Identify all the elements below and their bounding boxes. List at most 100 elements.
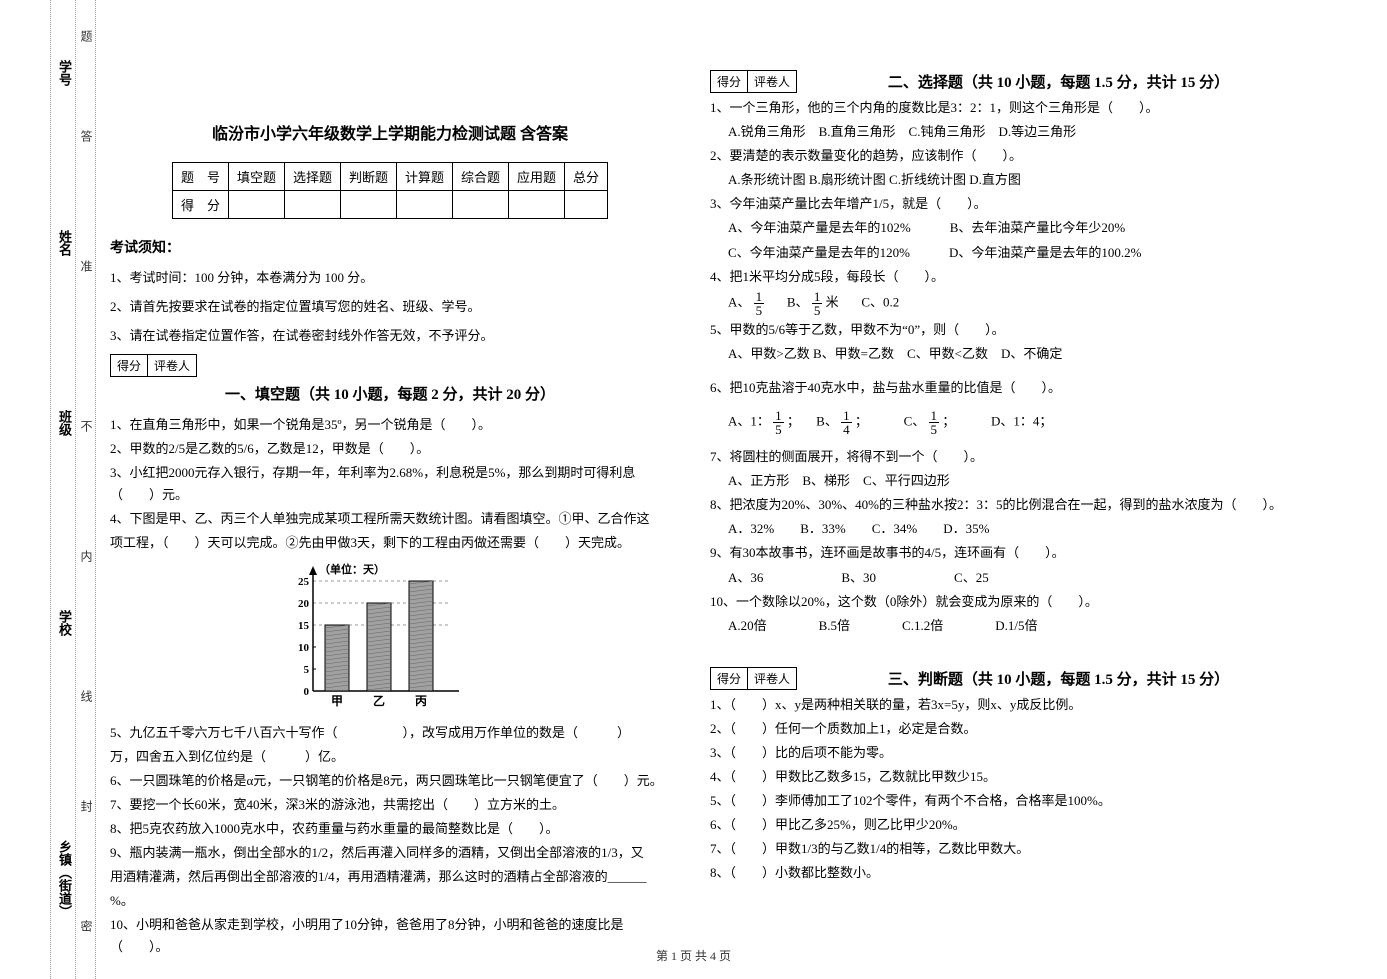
instr-1: 1、考试时间：100 分钟，本卷满分为 100 分。 <box>110 267 670 286</box>
frac-1-5-d: 15 <box>929 409 940 436</box>
s3-q2: 2、（ ）任何一个质数加上1，必定是合数。 <box>710 718 1320 740</box>
score-cell <box>284 191 340 219</box>
scorebox-b: 评卷人 <box>148 355 196 376</box>
s2-q7o: A、正方形 B、梯形 C、平行四边形 <box>710 470 1320 492</box>
s2-q6: 6、把10克盐溶于40克水中，盐与盐水重量的比值是（ ）。 <box>710 377 1320 399</box>
score-h-1: 填空题 <box>228 163 284 191</box>
section1-head: 得分评卷人 <box>110 354 670 377</box>
scorebox-a2: 得分 <box>711 71 748 92</box>
s2-q3ob: C、今年油菜产量是去年的120% D、今年油菜产量是去年的100.2% <box>710 242 1320 264</box>
binding-sidebar: 学号 姓名 班级 学校 乡镇（街道） 题 答 准 不 内 线 封 密 <box>0 0 96 979</box>
s3-q4: 4、（ ）甲数比乙数多15，乙数就比甲数少15。 <box>710 766 1320 788</box>
q6o-d: D、1：4； <box>991 414 1052 429</box>
frac-1-5-b: 15 <box>812 290 823 317</box>
label-xuehao: 学号 <box>55 60 74 86</box>
dotted-line-2 <box>75 0 76 979</box>
q4o-a-pre: A、 <box>728 294 750 309</box>
q6o-sep1: ； <box>787 414 800 429</box>
section3-head: 得分评卷人 三、判断题（共 10 小题，每题 1.5 分，共计 15 分） <box>710 667 1320 690</box>
v-ti: 题 <box>78 30 95 42</box>
scorebox-a3: 得分 <box>711 668 748 689</box>
score-h-5: 综合题 <box>453 163 509 191</box>
score-cell <box>228 191 284 219</box>
section2-head: 得分评卷人 二、选择题（共 10 小题，每题 1.5 分，共计 15 分） <box>710 70 1320 93</box>
svg-text:20: 20 <box>298 598 310 610</box>
s1-q7: 7、要挖一个长60米，宽40米，深3米的游泳池，共需挖出（ ）立方米的土。 <box>110 794 670 816</box>
s1-q5a: 5、九亿五千零六万七千八百六十写作（ ），改写成用万作单位的数是（ ） <box>110 722 670 744</box>
score-h-3: 判断题 <box>340 163 396 191</box>
v-mi: 密 <box>78 920 95 932</box>
svg-text:25: 25 <box>298 576 310 588</box>
s2-q7: 7、将圆柱的侧面展开，将得不到一个（ ）。 <box>710 446 1320 468</box>
scorebox-b3: 评卷人 <box>748 668 796 689</box>
q4o-b-suf: 米 <box>826 294 839 309</box>
main-content: 临汾市小学六年级数学上学期能力检测试题 含答案 题 号 填空题 选择题 判断题 … <box>110 30 1367 961</box>
s1-q9c: %。 <box>110 890 670 912</box>
s3-q7: 7、（ ）甲数1/3的与乙数1/4的相等，乙数比甲数大。 <box>710 838 1320 860</box>
s1-q6: 6、一只圆珠笔的价格是α元，一只钢笔的价格是8元，两只圆珠笔比一只钢笔便宜了（ … <box>110 770 670 792</box>
score-cell <box>509 191 565 219</box>
s2-q2: 2、要清楚的表示数量变化的趋势，应该制作（ ）。 <box>710 145 1320 167</box>
v-nei: 内 <box>78 550 95 562</box>
s2-q8o: A．32% B．33% C．34% D．35% <box>710 518 1320 540</box>
v-feng: 封 <box>78 800 95 812</box>
s2-q10: 10、一个数除以20%，这个数（0除外）就会变成为原来的（ ）。 <box>710 591 1320 613</box>
score-header-row: 题 号 填空题 选择题 判断题 计算题 综合题 应用题 总分 <box>172 163 607 191</box>
score-h-0: 题 号 <box>172 163 228 191</box>
score-h-6: 应用题 <box>509 163 565 191</box>
s3-q5: 5、（ ）李师傅加工了102个零件，有两个不合格，合格率是100%。 <box>710 790 1320 812</box>
svg-text:10: 10 <box>298 642 310 654</box>
score-table: 题 号 填空题 选择题 判断题 计算题 综合题 应用题 总分 得 分 <box>172 162 608 219</box>
q6o-b: B、 <box>816 414 838 429</box>
s1-q9b: 用酒精灌满，然后再倒出全部溶液的1/4，再用酒精灌满，那么这时的酒精占全部溶液的… <box>110 866 670 888</box>
s2-q2o: A.条形统计图 B.扇形统计图 C.折线统计图 D.直方图 <box>710 169 1320 191</box>
score-box-3: 得分评卷人 <box>710 667 797 690</box>
s2-q8: 8、把浓度为20%、30%、40%的三种盐水按2：3：5的比例混合在一起，得到的… <box>710 494 1320 516</box>
right-column: 得分评卷人 二、选择题（共 10 小题，每题 1.5 分，共计 15 分） 1、… <box>710 30 1320 961</box>
section2-title: 二、选择题（共 10 小题，每题 1.5 分，共计 15 分） <box>797 71 1320 92</box>
s1-q8: 8、把5克农药放入1000克水中，农药重量与药水重量的最简整数比是（ ）。 <box>110 818 670 840</box>
v-bu: 不 <box>78 420 95 432</box>
score-value-row: 得 分 <box>172 191 607 219</box>
s2-q4: 4、把1米平均分成5段，每段长（ ）。 <box>710 266 1320 288</box>
s2-q6o: A、1： 15 ； B、 14 ； C、 15 ； D、1：4； <box>710 409 1320 436</box>
s3-q6: 6、（ ）甲比乙多25%，则乙比甲少20%。 <box>710 814 1320 836</box>
instructions-heading: 考试须知： <box>110 237 670 257</box>
scorebox-b2: 评卷人 <box>748 71 796 92</box>
q6o-a: A、1： <box>728 414 770 429</box>
q4o-b-pre: B、 <box>787 294 809 309</box>
s2-q1: 1、一个三角形，他的三个内角的度数比是3：2：1，则这个三角形是（ ）。 <box>710 97 1320 119</box>
s1-q9a: 9、瓶内装满一瓶水，倒出全部水的1/2，然后再灌入同样多的酒精，又倒出全部溶液的… <box>110 842 670 864</box>
score-cell <box>397 191 453 219</box>
q4o-c: C、0.2 <box>861 294 899 309</box>
label-xingming: 姓名 <box>55 230 74 256</box>
label-xuexiao: 学校 <box>55 610 74 636</box>
dotted-line-1 <box>50 0 51 979</box>
svg-text:5: 5 <box>304 664 310 676</box>
s1-q5b: 万，四舍五入到亿位约是（ ）亿。 <box>110 746 670 768</box>
instr-2: 2、请首先按要求在试卷的指定位置填写您的姓名、班级、学号。 <box>110 296 670 315</box>
score-cell <box>565 191 608 219</box>
svg-text:15: 15 <box>298 620 310 632</box>
instr-3: 3、请在试卷指定位置作答，在试卷密封线外作答无效，不予评分。 <box>110 325 670 344</box>
s2-q3: 3、今年油菜产量比去年增产1/5，就是（ ）。 <box>710 193 1320 215</box>
svg-text:甲: 甲 <box>331 694 343 708</box>
frac-1-5-c: 15 <box>773 409 784 436</box>
v-zhun: 准 <box>78 260 95 272</box>
score-cell <box>340 191 396 219</box>
frac-1-4: 14 <box>841 409 852 436</box>
s2-q4o: A、 15 B、 15 米 C、0.2 <box>710 290 1320 317</box>
label-banji: 班级 <box>55 410 74 436</box>
s2-q3oa: A、今年油菜产量是去年的102% B、去年油菜产量比今年少20% <box>710 217 1320 239</box>
score-cell <box>453 191 509 219</box>
label-xiangzhen: 乡镇（街道） <box>55 840 74 918</box>
s2-q10o: A.20倍 B.5倍 C.1.2倍 D.1/5倍 <box>710 615 1320 637</box>
s3-q8: 8、（ ）小数都比整数小。 <box>710 862 1320 884</box>
s1-q4b: 项工程，（ ）天可以完成。②先由甲做3天，剩下的工程由丙做还需要（ ）天完成。 <box>110 532 670 554</box>
s1-q3: 3、小红把2000元存入银行，存期一年，年利率为2.68%，利息税是5%，那么到… <box>110 462 670 506</box>
s2-q1o: A.锐角三角形 B.直角三角形 C.钝角三角形 D.等边三角形 <box>710 121 1320 143</box>
s2-q5o: A、甲数>乙数 B、甲数=乙数 C、甲数<乙数 D、不确定 <box>710 343 1320 365</box>
bar-chart: 0510152025（单位：天）甲乙丙 <box>110 561 670 716</box>
s2-q9: 9、有30本故事书，连环画是故事书的4/5，连环画有（ ）。 <box>710 542 1320 564</box>
q6o-sep2: ； <box>855 414 868 429</box>
